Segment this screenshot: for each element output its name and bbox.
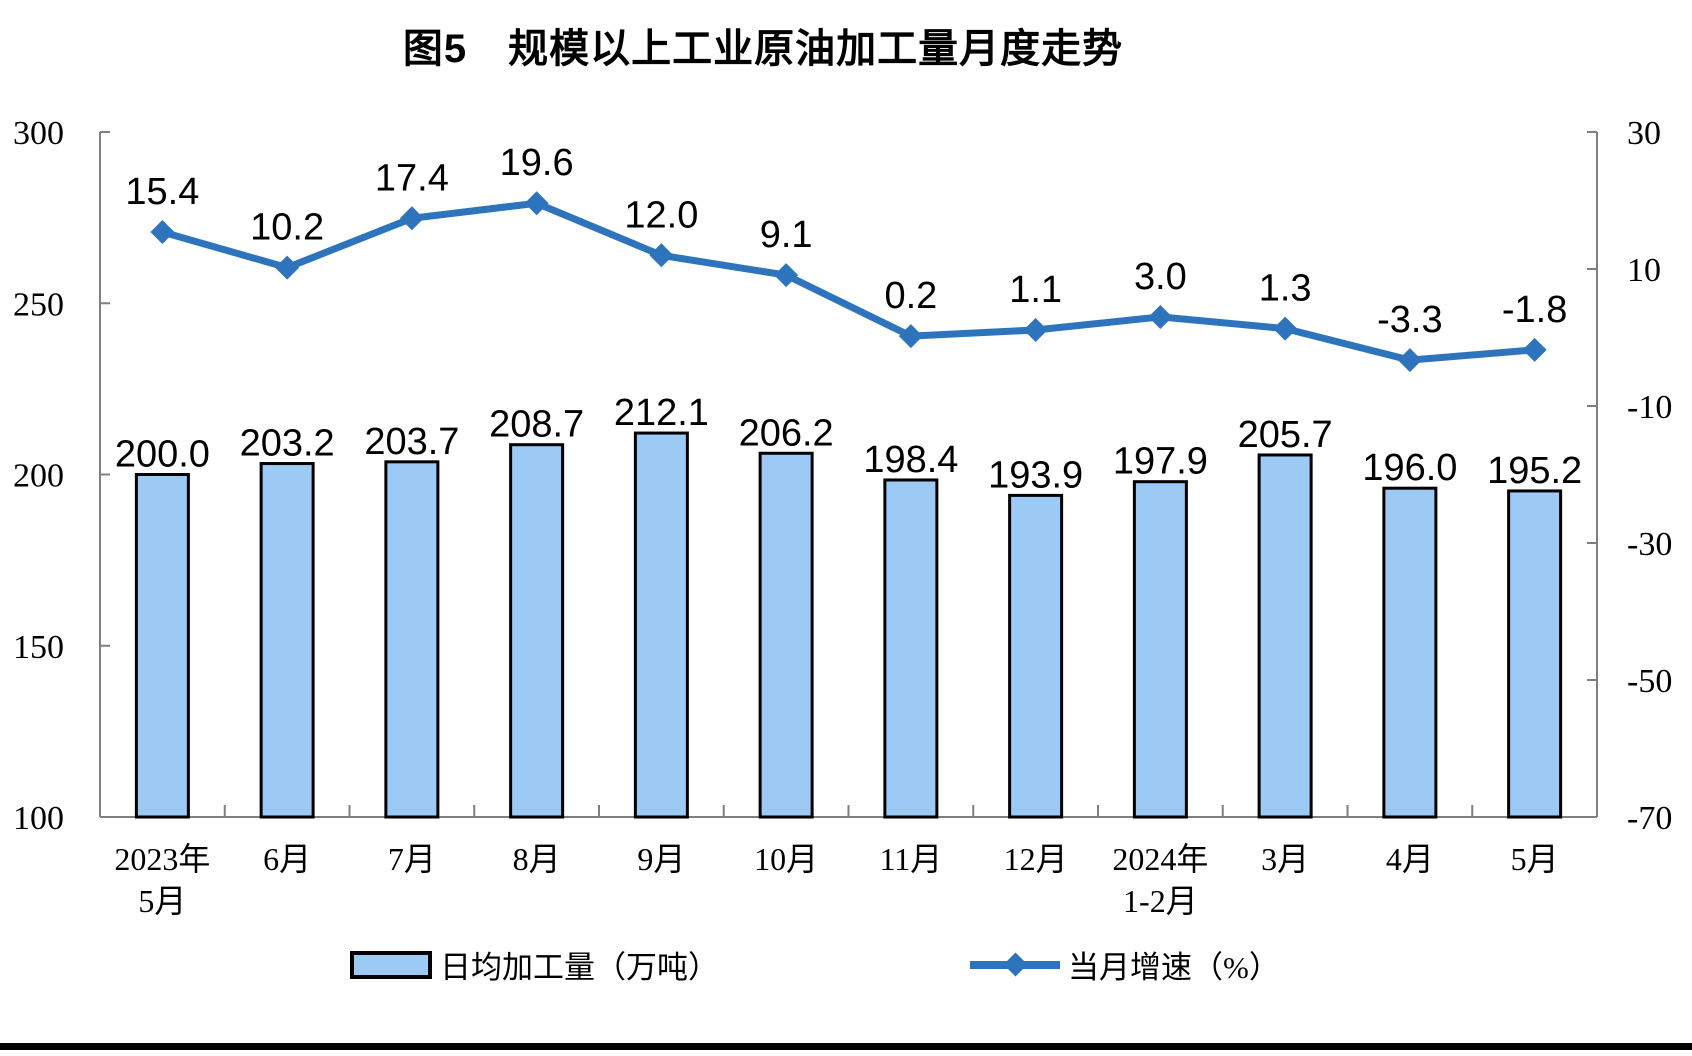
bar <box>1132 480 1188 819</box>
line-value-label: 17.4 <box>375 157 449 199</box>
x-axis-label: 3月 <box>1261 841 1309 877</box>
x-axis-label: 5月 <box>1511 841 1559 877</box>
bar-value-label: 205.7 <box>1238 414 1333 456</box>
bar-value-label: 200.0 <box>115 434 210 476</box>
bar-value-label: 198.4 <box>863 439 958 481</box>
bar <box>1382 486 1438 819</box>
right-axis-tick-label: 10 <box>1627 252 1661 289</box>
bar <box>1008 493 1064 819</box>
bar-value-label: 197.9 <box>1113 441 1208 483</box>
left-axis-tick-label: 300 <box>13 115 64 152</box>
bar-legend-label: 日均加工量（万吨） <box>440 950 719 985</box>
line-marker <box>774 263 799 288</box>
x-axis-label: 7月 <box>388 841 436 877</box>
bar <box>1257 453 1313 819</box>
bar <box>509 443 565 819</box>
bar-value-label: 193.9 <box>988 454 1083 496</box>
line-marker <box>1023 317 1048 342</box>
line-value-label: 0.2 <box>884 275 937 317</box>
left-axis-tick-label: 250 <box>13 286 64 323</box>
right-axis-tick-label: 30 <box>1627 115 1661 152</box>
bar <box>384 460 440 819</box>
x-axis-label: 6月 <box>263 841 311 877</box>
chart-title: 图5 规模以上工业原油加工量月度走势 <box>402 27 1124 71</box>
line-value-label: -1.8 <box>1502 289 1567 331</box>
bar-value-label: 195.2 <box>1487 450 1582 492</box>
bar-value-label: 203.7 <box>364 421 459 463</box>
right-axis-tick-label: -30 <box>1627 526 1672 563</box>
line-marker <box>1522 337 1547 362</box>
x-axis-label: 8月 <box>513 841 561 877</box>
bar <box>633 431 689 819</box>
diamond-marker-icon <box>1003 951 1028 977</box>
bar <box>134 473 190 819</box>
legend-item-bar: 日均加工量（万吨） <box>350 942 719 987</box>
line-legend-swatch-icon <box>970 951 1060 977</box>
line-value-label: 10.2 <box>250 207 324 249</box>
bar-value-label: 203.2 <box>240 423 335 465</box>
growth-line <box>161 199 1535 364</box>
line-value-label: 19.6 <box>500 142 574 184</box>
line-value-label: -3.3 <box>1377 299 1442 341</box>
line-marker <box>150 220 175 245</box>
right-axis-tick-label: -70 <box>1627 800 1672 837</box>
x-axis-label: 2024年 <box>1112 841 1208 877</box>
line-value-label: 1.1 <box>1009 269 1062 311</box>
line-value-label: 3.0 <box>1134 256 1187 298</box>
x-axis-label: 5月 <box>138 883 186 919</box>
line-marker <box>649 243 674 268</box>
line-legend-label: 当月增速（%） <box>1068 950 1280 985</box>
line-value-label: 15.4 <box>125 171 199 213</box>
left-axis-tick-label: 100 <box>13 800 64 837</box>
line-marker <box>275 255 300 280</box>
bar <box>1507 489 1563 819</box>
x-axis-label: 11月 <box>879 841 942 877</box>
left-axis-tick-label: 200 <box>13 458 64 495</box>
bar <box>259 462 315 819</box>
x-axis-label: 9月 <box>637 841 685 877</box>
bar-value-label: 206.2 <box>739 412 834 454</box>
x-axis-label: 4月 <box>1386 841 1434 877</box>
bar-legend-swatch-icon <box>350 950 432 979</box>
bar <box>758 451 814 819</box>
bar <box>883 478 939 819</box>
line-value-label: 9.1 <box>760 214 813 256</box>
legend-item-line: 当月增速（%） <box>970 942 1280 987</box>
bar-value-label: 212.1 <box>614 392 709 434</box>
right-axis-tick-label: -10 <box>1627 389 1672 426</box>
left-axis-tick-label: 150 <box>13 629 64 666</box>
line-value-label: 1.3 <box>1259 268 1312 310</box>
bar-value-label: 196.0 <box>1362 447 1457 489</box>
line-marker <box>898 324 923 349</box>
bottom-border-line <box>0 1043 1692 1050</box>
right-axis-tick-label: -50 <box>1627 663 1672 700</box>
line-marker <box>1397 348 1422 373</box>
bar-value-label: 208.7 <box>489 404 584 446</box>
line-marker <box>399 206 424 231</box>
x-axis-label: 1-2月 <box>1123 883 1198 919</box>
x-axis-label: 10月 <box>754 841 818 877</box>
x-axis-label: 12月 <box>1004 841 1068 877</box>
line-value-label: 12.0 <box>624 194 698 236</box>
x-axis-label: 2023年 <box>114 841 210 877</box>
line-marker <box>1273 316 1298 341</box>
line-marker <box>1148 304 1173 329</box>
line-marker <box>524 191 549 216</box>
